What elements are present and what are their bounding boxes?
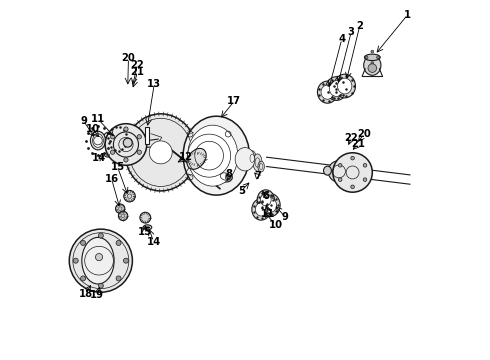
Ellipse shape (326, 77, 347, 100)
Bar (146, 127, 149, 144)
Ellipse shape (123, 138, 132, 147)
Circle shape (116, 276, 121, 281)
Circle shape (149, 141, 172, 164)
Circle shape (69, 229, 132, 292)
Text: 13: 13 (147, 79, 161, 89)
Text: 14: 14 (92, 153, 106, 163)
Circle shape (98, 283, 103, 288)
Circle shape (371, 50, 374, 53)
Ellipse shape (91, 131, 105, 150)
Ellipse shape (187, 148, 206, 169)
Text: 21: 21 (351, 139, 365, 149)
Text: 10: 10 (269, 220, 282, 230)
Text: 5: 5 (238, 186, 245, 196)
Ellipse shape (183, 116, 249, 195)
Text: 9: 9 (282, 212, 289, 222)
Text: 2: 2 (356, 21, 363, 31)
Circle shape (110, 150, 115, 154)
Ellipse shape (93, 134, 103, 147)
Ellipse shape (365, 54, 380, 60)
Ellipse shape (255, 203, 267, 216)
Ellipse shape (260, 194, 280, 217)
Text: 7: 7 (254, 171, 261, 181)
Circle shape (351, 185, 354, 189)
Ellipse shape (235, 148, 255, 171)
Ellipse shape (111, 130, 124, 147)
Circle shape (333, 153, 372, 192)
Circle shape (328, 161, 350, 182)
Circle shape (80, 276, 86, 281)
Text: 21: 21 (130, 67, 145, 77)
Circle shape (339, 163, 342, 167)
Text: 3: 3 (348, 27, 355, 37)
Circle shape (339, 178, 342, 181)
Ellipse shape (264, 198, 276, 212)
Ellipse shape (323, 166, 331, 175)
Circle shape (363, 163, 367, 167)
Text: 14: 14 (147, 237, 161, 247)
Text: 16: 16 (104, 174, 119, 184)
Ellipse shape (334, 74, 355, 98)
Circle shape (110, 135, 115, 139)
Ellipse shape (125, 114, 196, 191)
Ellipse shape (258, 161, 265, 172)
Circle shape (137, 135, 142, 139)
Circle shape (371, 62, 374, 64)
Ellipse shape (82, 237, 114, 284)
Ellipse shape (103, 132, 113, 147)
Circle shape (351, 156, 354, 160)
Text: 11: 11 (261, 209, 275, 219)
Ellipse shape (252, 199, 270, 220)
Circle shape (116, 204, 125, 213)
Circle shape (377, 56, 379, 59)
Circle shape (137, 150, 142, 154)
Text: 17: 17 (227, 96, 241, 106)
Text: 20: 20 (357, 129, 371, 139)
Text: 22: 22 (130, 60, 144, 70)
Circle shape (140, 212, 151, 223)
Ellipse shape (318, 81, 338, 103)
Circle shape (124, 158, 128, 162)
Text: 10: 10 (86, 124, 99, 134)
Text: 11: 11 (91, 114, 105, 124)
Circle shape (105, 124, 147, 165)
Text: 20: 20 (122, 53, 135, 63)
Ellipse shape (364, 55, 381, 75)
Circle shape (73, 258, 78, 263)
Text: 9: 9 (80, 116, 87, 126)
Circle shape (363, 178, 367, 181)
Ellipse shape (253, 154, 262, 171)
Circle shape (80, 240, 86, 246)
Text: 15: 15 (138, 227, 152, 237)
Text: 1: 1 (404, 10, 411, 20)
Text: 4: 4 (338, 34, 345, 44)
Text: 15: 15 (111, 162, 125, 172)
Circle shape (368, 64, 377, 72)
Text: 6: 6 (262, 191, 270, 201)
Circle shape (124, 127, 128, 131)
Circle shape (116, 240, 121, 246)
Circle shape (119, 211, 128, 221)
Ellipse shape (321, 85, 334, 99)
Ellipse shape (218, 171, 232, 182)
Ellipse shape (257, 190, 274, 210)
Ellipse shape (104, 153, 112, 157)
Ellipse shape (329, 81, 343, 96)
Ellipse shape (338, 78, 352, 94)
Ellipse shape (188, 125, 238, 186)
Circle shape (365, 56, 368, 59)
Circle shape (124, 190, 135, 202)
Circle shape (123, 258, 128, 263)
Circle shape (96, 253, 102, 261)
Ellipse shape (143, 225, 152, 230)
Text: 18: 18 (78, 289, 93, 299)
Ellipse shape (260, 194, 271, 206)
Ellipse shape (248, 151, 256, 166)
Text: 12: 12 (179, 152, 193, 162)
Text: 19: 19 (90, 290, 104, 300)
Text: 8: 8 (225, 168, 232, 179)
Circle shape (98, 233, 103, 238)
Text: 22: 22 (344, 133, 358, 143)
